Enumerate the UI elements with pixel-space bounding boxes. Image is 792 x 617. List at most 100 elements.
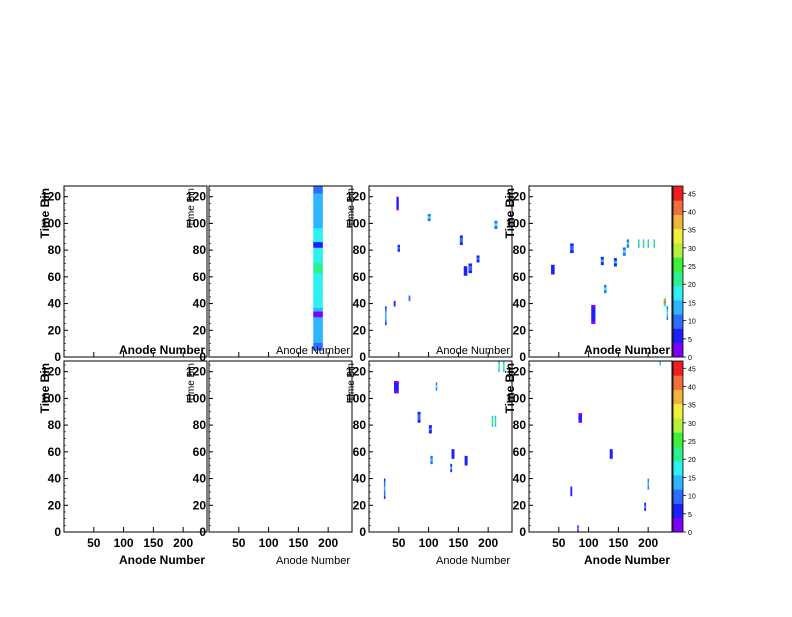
hit-cell (313, 273, 323, 276)
hit-cell (463, 273, 468, 276)
hit-cell (494, 220, 498, 224)
y-tick-label: 20 (353, 323, 367, 337)
hit-cell (313, 298, 323, 301)
colorbar-cell (673, 210, 683, 215)
x-tick-label: 50 (552, 536, 566, 550)
hit-cluster (600, 256, 604, 266)
colorbar-cell (673, 507, 683, 512)
hit-cell (313, 225, 323, 229)
colorbar-cell (673, 403, 683, 408)
hit-cell (459, 240, 463, 243)
hit-cell (459, 237, 463, 241)
hit-cell (313, 230, 323, 234)
y-tick-label: 100 (506, 391, 526, 405)
colorbar-cell (673, 303, 683, 308)
y-tick-label: 100 (346, 216, 366, 230)
hit-cell (385, 314, 387, 318)
colorbar-cell (673, 446, 683, 451)
colorbar-cell (673, 250, 683, 255)
hit-cell (494, 415, 497, 419)
colorbar-cell (673, 239, 683, 244)
hit-cluster (468, 263, 473, 274)
hit-cell (468, 265, 473, 269)
hit-cell (396, 196, 399, 200)
hit-cell (313, 320, 323, 324)
colorbar-cell (673, 335, 683, 340)
hit-cell (383, 478, 386, 482)
colorbar-cell (673, 421, 683, 426)
hit-cell (600, 262, 604, 266)
hit-cell (494, 423, 497, 427)
x-axis-title: Anode Number (584, 553, 670, 567)
hit-cluster (604, 284, 607, 294)
hit-cell (313, 308, 323, 311)
colorbar-cell (673, 499, 683, 504)
colorbar-cell (673, 332, 683, 337)
hit-cell (393, 303, 396, 307)
y-tick-label: 100 (41, 216, 61, 230)
y-tick-label: 40 (353, 297, 367, 311)
hit-cell (393, 300, 396, 304)
hit-cell (383, 488, 386, 492)
hit-cell (498, 361, 500, 364)
y-axis-title: Time Bin (186, 188, 197, 227)
colorbar-tick-label: 0 (688, 355, 692, 362)
hit-cell (397, 247, 400, 250)
hit-cluster (666, 306, 669, 320)
hit-cell (313, 235, 323, 239)
colorbar-cell (673, 528, 683, 533)
hit-cell (427, 216, 431, 219)
colorbar-cell (673, 193, 683, 198)
hit-cell (313, 220, 323, 224)
hit-cell (313, 215, 323, 219)
hit-cell (570, 491, 573, 494)
x-tick-label: 200 (318, 536, 338, 550)
hit-cell (666, 308, 669, 312)
hit-cluster (313, 311, 323, 318)
panel-frame (63, 360, 208, 533)
colorbar-cell (673, 503, 683, 508)
colorbar-cell (673, 232, 683, 237)
hit-cell (642, 244, 645, 248)
hit-cell (383, 486, 386, 489)
hit-cell (642, 242, 645, 246)
hit-cell (313, 255, 323, 259)
hit-cell (385, 306, 387, 310)
y-tick-label: 120 (41, 190, 61, 204)
hit-cluster (494, 220, 498, 230)
y-tick-label: 20 (353, 498, 367, 512)
hit-cell (313, 335, 323, 339)
colorbar-cell (673, 339, 683, 344)
colorbar-cell (673, 214, 683, 219)
x-tick-label: 200 (478, 536, 498, 550)
hit-cell (622, 247, 626, 251)
hit-cell (408, 295, 411, 299)
hit-cell (313, 317, 323, 321)
hit-cell (417, 417, 421, 421)
colorbar-cell (673, 296, 683, 301)
colorbar-cell (673, 432, 683, 437)
hit-cell (666, 306, 669, 310)
hit-cell (313, 228, 323, 232)
colorbar-cell (673, 186, 683, 190)
colorbar-tick-label: 40 (688, 384, 696, 391)
y-axis-title: Time Bin (503, 363, 517, 413)
hit-cell (313, 268, 323, 271)
hit-cell (622, 250, 626, 254)
y-tick-label: 60 (48, 445, 62, 459)
y-tick-label: 120 (346, 190, 366, 204)
colorbar-cell (673, 496, 683, 501)
hit-cluster (313, 242, 323, 248)
hit-cell (313, 337, 323, 341)
colorbar-cell (673, 271, 683, 276)
hit-cell (609, 451, 613, 455)
colorbar-cell (673, 521, 683, 526)
y-tick-label: 80 (48, 418, 62, 432)
hit-cell (313, 314, 323, 318)
hit-cell (313, 342, 323, 346)
hit-cell (394, 385, 399, 389)
x-tick-label: 200 (173, 536, 193, 550)
hit-cluster (450, 463, 453, 473)
hit-cell (638, 242, 640, 246)
hit-cell (653, 242, 656, 246)
